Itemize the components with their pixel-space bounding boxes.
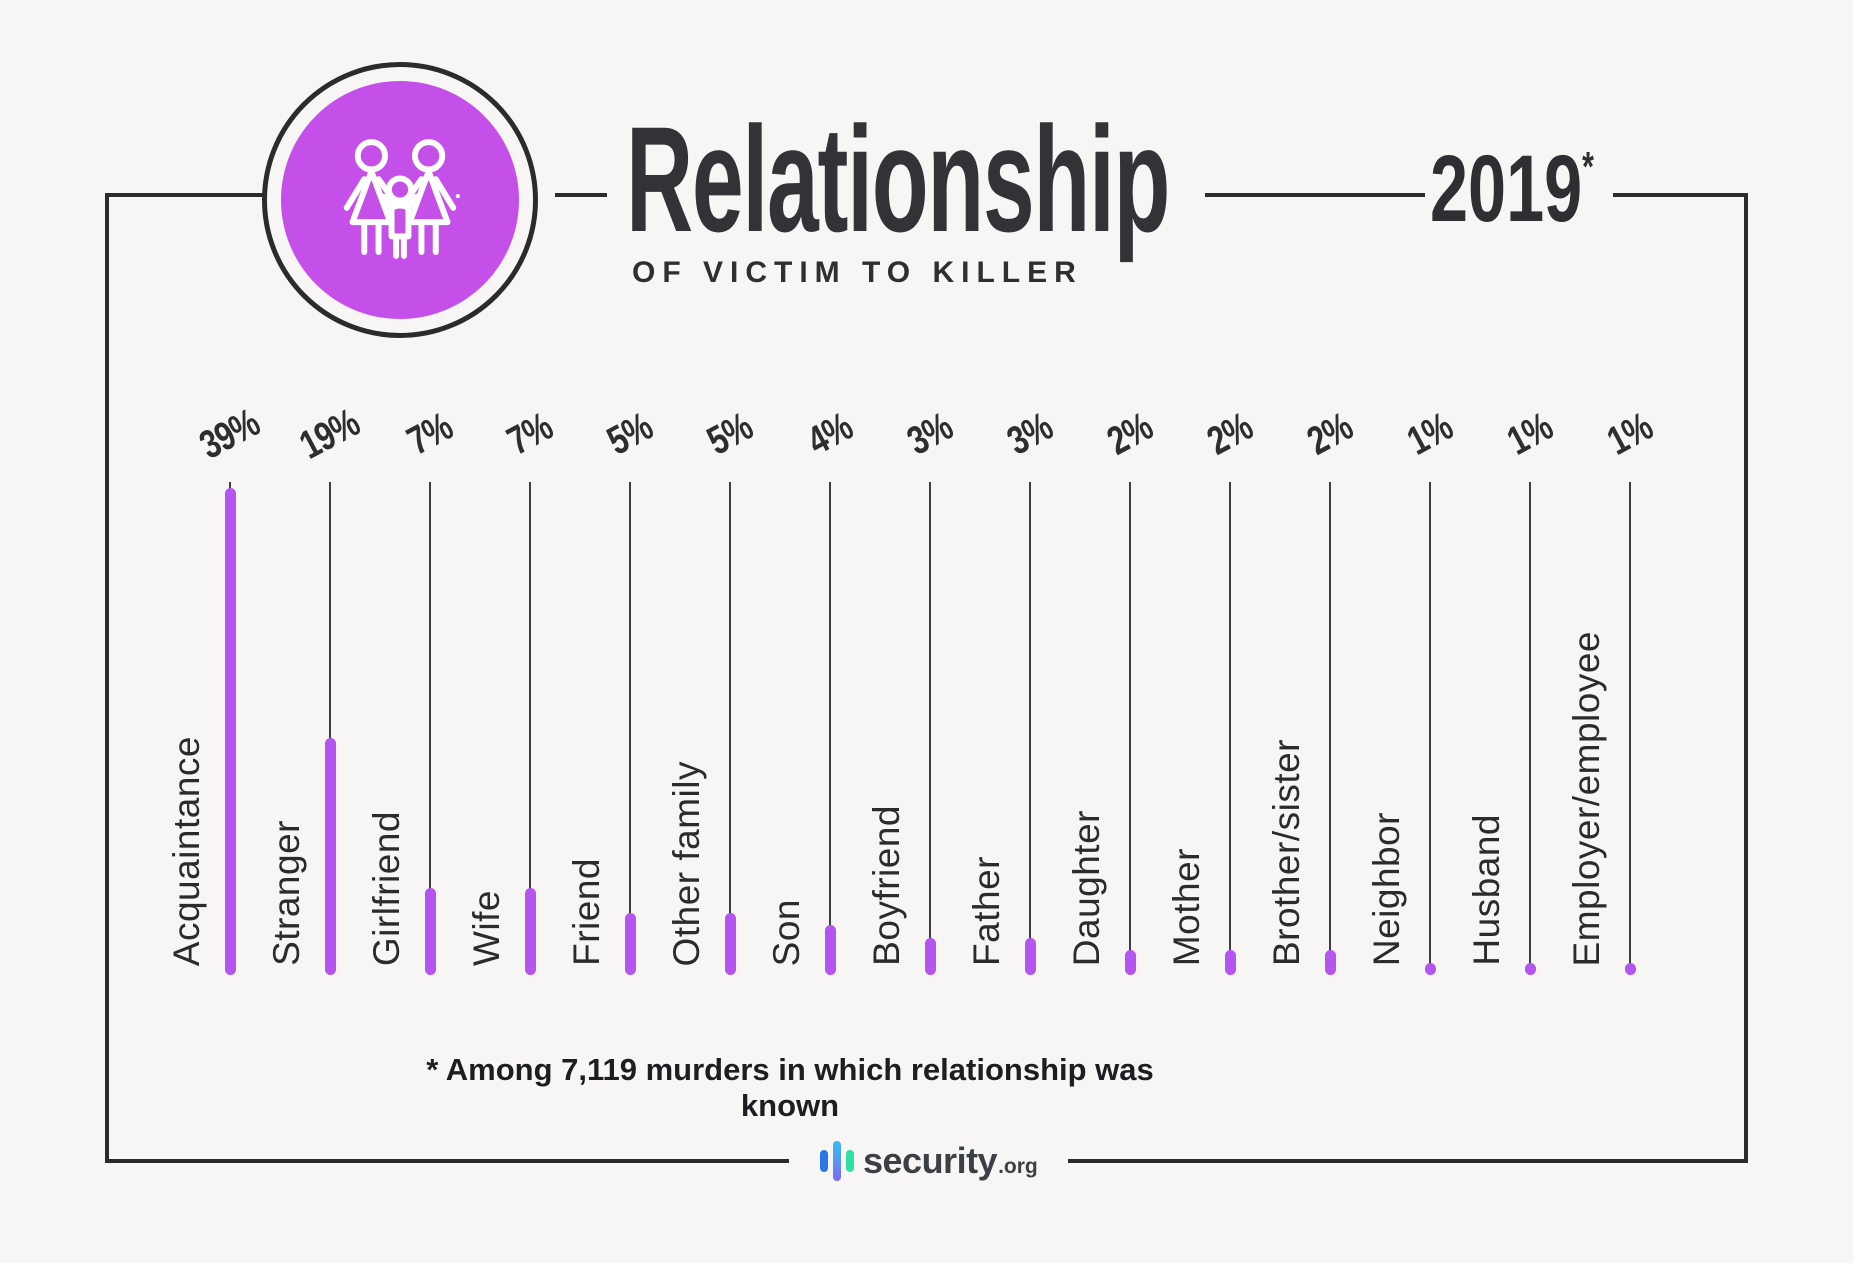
logo-bar-blue (820, 1150, 828, 1172)
bar-stem (1229, 482, 1231, 975)
bar-category-label: Boyfriend (866, 805, 907, 966)
badge-circle (281, 81, 519, 319)
logo-tld: .org (998, 1155, 1038, 1178)
bar-category-label: Son (766, 898, 807, 966)
logo-bar-purple (833, 1141, 841, 1181)
bar-stem (429, 482, 431, 975)
bar-category-label: Friend (566, 858, 607, 966)
bar-stem (1429, 482, 1431, 975)
page-title: Relationship (626, 104, 1502, 254)
year-label: 2019* (1430, 142, 1658, 237)
bar-stem (1329, 482, 1331, 975)
bar-stem (829, 482, 831, 975)
bar-category-label: Neighbor (1366, 811, 1407, 966)
bar (925, 937, 936, 975)
bar-stem (1029, 482, 1031, 975)
bar (325, 737, 336, 975)
bar-stem (629, 482, 631, 975)
frame-title-year-dash (1205, 193, 1425, 197)
year-asterisk: * (1582, 143, 1594, 190)
frame-top-segment (105, 193, 265, 197)
bar-category-label: Brother/sister (1266, 738, 1307, 966)
bar-category-label: Daughter (1066, 809, 1107, 966)
bar (1325, 950, 1336, 975)
year-text: 2019* (1430, 136, 1594, 242)
bar-stem (1529, 482, 1531, 975)
bar-stem (729, 482, 731, 975)
bar-category-label: Husband (1466, 814, 1507, 966)
bar (1025, 937, 1036, 975)
logo-name: security (863, 1140, 998, 1181)
badge-ring (262, 62, 538, 338)
bar (1225, 950, 1236, 975)
bar (425, 887, 436, 975)
bar (225, 487, 236, 975)
bar (1625, 962, 1636, 975)
page-subtitle: OF VICTIM TO KILLER (632, 256, 1083, 289)
bar (1125, 950, 1136, 975)
bar-category-label: Other family (666, 760, 707, 966)
bar (525, 887, 536, 975)
bar-category-label: Employer/employee (1566, 630, 1607, 966)
bar-category-label: Stranger (266, 820, 307, 966)
bar-category-label: Acquaintance (166, 735, 207, 966)
frame-right-border (1744, 193, 1748, 1163)
footnote: * Among 7,119 murders in which relations… (426, 1052, 1154, 1123)
frame-bottom-right-segment (1068, 1159, 1748, 1163)
bar (1525, 962, 1536, 975)
logo-bar-green (846, 1150, 854, 1172)
frame-year-corner-segment (1613, 193, 1748, 197)
page-title-text: Relationship (626, 95, 1170, 263)
logo-text: security .org (863, 1140, 1038, 1182)
security-org-logo: security .org (820, 1140, 1038, 1182)
security-logo-icon (820, 1141, 854, 1181)
frame-left-border (105, 193, 109, 1163)
bar-category-label: Wife (466, 890, 507, 966)
bar-stem (1629, 482, 1631, 975)
bar-stem (1129, 482, 1131, 975)
bar-stem (529, 482, 531, 975)
bar (625, 912, 636, 975)
bar (725, 912, 736, 975)
bar-stem (929, 482, 931, 975)
bar (1425, 962, 1436, 975)
frame-bottom-left-segment (105, 1159, 789, 1163)
bar-category-label: Mother (1166, 847, 1207, 966)
bar-category-label: Girlfriend (366, 810, 407, 966)
family-icon (343, 139, 460, 259)
frame-top-dash (555, 193, 607, 197)
bar (825, 925, 836, 975)
bar-stem (329, 482, 331, 975)
bar-category-label: Father (966, 856, 1007, 966)
